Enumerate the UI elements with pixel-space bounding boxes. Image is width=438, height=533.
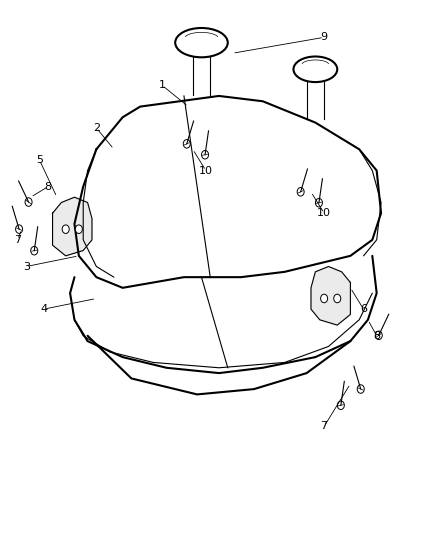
Text: 10: 10 (317, 208, 331, 218)
Circle shape (62, 225, 69, 233)
Text: 4: 4 (40, 304, 47, 314)
Text: 10: 10 (199, 166, 213, 175)
Circle shape (75, 225, 82, 233)
Text: 7: 7 (321, 422, 328, 431)
Text: 5: 5 (36, 155, 43, 165)
Text: 3: 3 (23, 262, 30, 271)
Text: 2: 2 (93, 123, 100, 133)
Polygon shape (311, 266, 350, 325)
Text: 7: 7 (14, 235, 21, 245)
Polygon shape (53, 197, 92, 256)
Text: 1: 1 (159, 80, 166, 90)
Text: 8: 8 (373, 331, 380, 341)
Circle shape (334, 294, 341, 303)
Circle shape (321, 294, 328, 303)
Text: 8: 8 (45, 182, 52, 191)
Text: 6: 6 (360, 304, 367, 314)
Text: 9: 9 (321, 33, 328, 42)
